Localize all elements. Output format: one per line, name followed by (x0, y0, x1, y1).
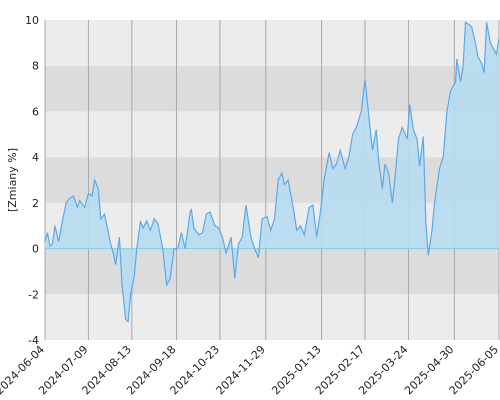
x-tick-label: 2024-11-29 (214, 343, 268, 397)
background-band (45, 20, 499, 66)
background-band (45, 111, 499, 158)
background-band (45, 157, 499, 203)
y-tick-label: 6 (32, 105, 39, 118)
area-fill (45, 22, 499, 322)
line (44, 21, 500, 323)
background-band (45, 294, 499, 340)
y-tick-label: 10 (25, 14, 39, 27)
y-axis-label: [Zmiany %] (6, 148, 19, 212)
y-tick-label: 0 (32, 243, 39, 256)
y-tick-label: -2 (28, 288, 39, 301)
background-band (45, 65, 499, 112)
y-tick-label: 2 (32, 197, 39, 210)
y-tick-label: -4 (28, 334, 39, 347)
y-tick-label: 4 (32, 151, 39, 164)
y-tick-label: 8 (32, 60, 39, 73)
